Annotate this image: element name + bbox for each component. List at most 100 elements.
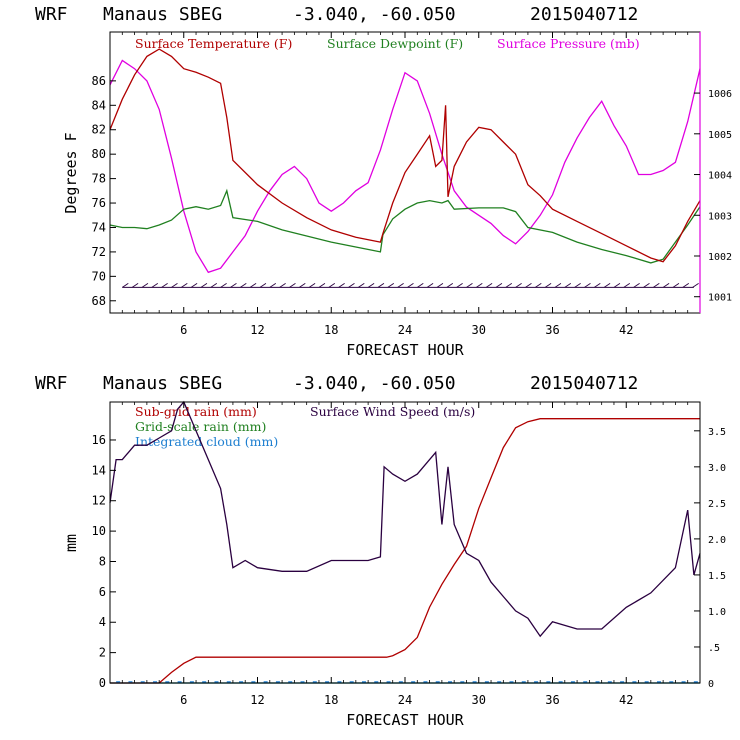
y-tick-label: 68: [92, 294, 106, 308]
wind-barb: [220, 282, 227, 288]
wind-barb: [623, 282, 631, 288]
wind-barb: [387, 282, 395, 288]
y-tick-label: 84: [92, 98, 106, 112]
legend-integrated-cloud: Integrated cloud (mm): [135, 434, 278, 449]
wind-barb: [485, 282, 493, 288]
wind-barb: [141, 282, 149, 288]
y-tick-label: 78: [92, 172, 106, 186]
wind-barb: [407, 282, 414, 288]
legend-wind-speed: Surface Wind Speed (m/s): [310, 404, 475, 419]
bottom-header-coords: -3.040, -60.050: [293, 373, 456, 394]
wind-barb: [662, 282, 670, 288]
y2-tick-label: 1005: [708, 130, 732, 141]
wind-barb: [122, 282, 129, 288]
wind-barb: [446, 282, 454, 288]
top-header-station: Manaus SBEG: [103, 4, 222, 25]
y-tick-label: 4: [99, 615, 106, 629]
top-plot-area: [109, 48, 701, 288]
top-x-axis: 6 12 18 24 30 36 42: [121, 32, 689, 337]
wind-barb: [692, 282, 699, 288]
y-tick-label: 10: [92, 524, 106, 538]
y-tick-label: 0: [99, 676, 106, 690]
wind-barb: [643, 282, 650, 288]
x-tick-label: 18: [324, 693, 338, 707]
subgrid-rain-line: [110, 418, 700, 684]
wind-barb: [269, 282, 277, 288]
bottom-header: WRF Manaus SBEG -3.040, -60.050 20150407…: [35, 373, 638, 394]
wind-barb: [554, 282, 562, 288]
wind-barb: [426, 282, 434, 288]
wind-barb: [633, 282, 640, 288]
y-tick-label: 82: [92, 123, 106, 137]
x-tick-label: 12: [250, 323, 264, 337]
top-header-coords: -3.040, -60.050: [293, 4, 456, 25]
wind-barb: [240, 282, 247, 288]
wind-barb: [535, 282, 542, 288]
y-tick-label: 70: [92, 269, 106, 283]
bottom-x-axis: 6 12 18 24 30 36 42: [121, 402, 689, 707]
wind-barb: [367, 282, 375, 288]
y-tick-label: 14: [92, 463, 106, 477]
y2-tick-label: 2.0: [708, 535, 726, 546]
wind-barb: [397, 282, 404, 288]
x-tick-label: 24: [398, 693, 412, 707]
wind-barb: [544, 282, 552, 288]
y-tick-label: 2: [99, 646, 106, 660]
wind-barb: [653, 282, 660, 288]
y-tick-label: 6: [99, 585, 106, 599]
y-tick-label: 86: [92, 74, 106, 88]
bottom-header-model: WRF: [35, 373, 68, 394]
wind-barb: [417, 282, 424, 288]
y2-tick-label: 1002: [708, 252, 732, 263]
x-tick-label: 30: [472, 323, 486, 337]
y-tick-label: 72: [92, 245, 106, 259]
bottom-legend: Sub-grid rain (mm) Surface Wind Speed (m…: [135, 404, 475, 449]
wind-barb: [259, 282, 267, 288]
wind-barb: [190, 282, 198, 288]
y2-tick-label: 0: [708, 679, 714, 690]
pressure-line: [109, 59, 701, 274]
top-legend: Surface Temperature (F) Surface Dewpoint…: [135, 36, 640, 51]
top-xlabel: FORECAST HOUR: [346, 341, 464, 359]
wind-barb: [338, 282, 345, 288]
top-y-axis: 68 70 72 74 76 78 80 82 84 86: [92, 74, 116, 308]
x-tick-label: 6: [180, 693, 187, 707]
wind-barb: [476, 282, 483, 288]
wind-speed-line: [109, 400, 701, 638]
wind-barb: [574, 282, 581, 288]
wind-barb: [358, 282, 365, 288]
y2-tick-label: 3.0: [708, 463, 726, 474]
wind-barb: [328, 282, 336, 288]
wind-barb: [495, 282, 503, 288]
y2-tick-label: 1.5: [708, 571, 726, 582]
wind-barb: [289, 282, 296, 288]
legend-gridscale-rain: Grid-scale rain (mm): [135, 419, 266, 434]
legend-subgrid-rain: Sub-grid rain (mm): [135, 404, 257, 419]
bottom-header-run: 2015040712: [530, 373, 638, 394]
wind-barb: [603, 282, 611, 288]
y2-tick-label: 1004: [708, 171, 732, 182]
top-header-model: WRF: [35, 4, 68, 25]
y2-tick-label: 1.0: [708, 607, 726, 618]
y-tick-label: 76: [92, 196, 106, 210]
x-tick-label: 24: [398, 323, 412, 337]
wind-barb: [584, 282, 591, 288]
wind-barb: [210, 282, 218, 288]
wind-barb: [466, 282, 473, 288]
wind-barb: [456, 282, 463, 288]
wind-barb: [436, 282, 444, 288]
x-tick-label: 12: [250, 693, 264, 707]
top-header-run: 2015040712: [530, 4, 638, 25]
wind-barb: [230, 282, 237, 288]
dewpoint-line: [109, 188, 701, 264]
bottom-y-axis: 0 2 4 6 8 10 12 14 16: [92, 433, 116, 690]
y2-tick-label: 2.5: [708, 499, 726, 510]
legend-temperature: Surface Temperature (F): [135, 36, 292, 51]
y-tick-label: 8: [99, 554, 106, 568]
wind-barb: [200, 282, 208, 288]
x-tick-label: 30: [472, 693, 486, 707]
wind-barb: [515, 282, 522, 288]
bottom-ylabel: mm: [62, 534, 80, 552]
x-tick-label: 42: [619, 323, 633, 337]
